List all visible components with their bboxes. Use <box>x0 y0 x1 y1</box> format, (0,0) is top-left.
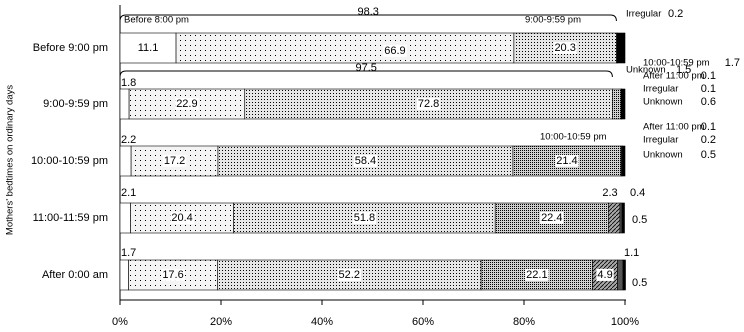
series-name: Irregular <box>626 9 661 20</box>
bracket-label: 98.3 <box>357 6 378 18</box>
value-label: 1.7 <box>121 247 136 259</box>
bar-segment <box>119 259 129 291</box>
value-label: 22.4 <box>541 212 562 224</box>
series-name: Irregular <box>643 84 678 95</box>
value-label: 0.1 <box>701 70 716 82</box>
category-label: 11:00-11:59 pm <box>33 212 108 224</box>
value-label: 0.1 <box>701 83 716 95</box>
value-label: 66.9 <box>384 45 405 57</box>
bar-segment <box>617 32 626 64</box>
value-label: 51.8 <box>354 212 375 224</box>
category-label: 9:00-9:59 pm <box>43 98 108 110</box>
label-bg <box>175 97 199 110</box>
value-label: 17.6 <box>162 269 183 281</box>
series-name: 9:00-9:59 pm <box>525 15 581 26</box>
value-label: 0.6 <box>701 96 716 108</box>
label-bg <box>555 154 579 167</box>
series-name: 10:00-10:59 pm <box>540 132 607 143</box>
value-label: 0.2 <box>701 134 716 146</box>
bar-segment <box>622 259 626 291</box>
series-name: Irregular <box>643 135 678 146</box>
bar-segment <box>621 202 625 234</box>
value-label: 4.9 <box>597 269 612 281</box>
label-bg <box>170 211 194 224</box>
label-bg <box>596 268 614 281</box>
label-bg <box>337 268 361 281</box>
bar-segment <box>621 88 626 120</box>
value-label: 1.5 <box>676 64 691 76</box>
label-bg <box>553 41 577 54</box>
label-bg <box>136 41 160 54</box>
value-label: 0.2 <box>668 8 683 20</box>
value-label: 22.1 <box>526 269 547 281</box>
category-label: Before 9:00 pm <box>33 42 108 54</box>
bar-segment <box>244 88 613 120</box>
bar-segment <box>622 145 626 177</box>
label-bg <box>353 154 378 167</box>
category-label: 10:00-10:59 pm <box>31 155 108 167</box>
value-label: 2.1 <box>121 187 136 199</box>
bar-segment <box>119 88 130 120</box>
series-name: Unknown <box>643 150 683 161</box>
bar-segment <box>612 88 622 120</box>
series-name: 10:00-10:59 pm <box>643 58 710 69</box>
value-label: 2.2 <box>121 134 136 146</box>
value-label: 20.3 <box>554 42 575 54</box>
label-bg <box>352 211 377 224</box>
label-bg <box>383 44 407 57</box>
bar-segment <box>619 202 623 234</box>
series-name: Unknown <box>626 65 666 76</box>
value-label: 1.7 <box>725 57 740 69</box>
x-tick-label: 40% <box>311 316 333 328</box>
value-label: 22.9 <box>176 98 197 110</box>
label-bg <box>540 211 564 224</box>
series-name: Before 8:00 pm <box>124 15 189 26</box>
bar-segment <box>175 32 515 64</box>
value-label: 20.4 <box>171 212 192 224</box>
label-bg <box>525 268 549 281</box>
x-tick-label: 80% <box>513 316 535 328</box>
series-name: After 11:00 pm <box>643 71 705 82</box>
y-axis-label: Mothers' bedtimes on ordinary days <box>5 85 16 235</box>
bracket <box>119 14 617 22</box>
series-name: After 11:00 pm <box>643 122 705 133</box>
series-name: Unknown <box>643 97 683 108</box>
value-label: 0.1 <box>701 121 716 133</box>
category-label: After 0:00 am <box>42 269 108 281</box>
value-label: 58.4 <box>355 155 376 167</box>
bar-segment <box>617 259 624 291</box>
bar-segment <box>119 202 131 234</box>
label-bg <box>162 154 187 167</box>
label-bg <box>416 97 441 110</box>
bar-segment <box>608 202 621 234</box>
value-label: 17.2 <box>164 155 185 167</box>
value-label: 0.4 <box>630 187 645 199</box>
x-tick-label: 20% <box>210 316 232 328</box>
bracket-label: 97.5 <box>355 62 376 74</box>
value-label: 0.5 <box>701 149 716 161</box>
value-label: 72.8 <box>418 98 439 110</box>
x-tick-label: 0% <box>112 316 128 328</box>
bar-segment <box>119 145 132 177</box>
bracket <box>119 70 613 78</box>
bar-segment <box>130 202 234 234</box>
value-label: 21.4 <box>556 155 577 167</box>
value-label: 1.8 <box>121 77 136 89</box>
x-tick-label: 60% <box>412 316 434 328</box>
value-label: 0.5 <box>632 214 647 226</box>
value-label: 0.5 <box>632 277 647 289</box>
value-label: 11.1 <box>138 42 159 54</box>
value-label: 1.1 <box>624 247 639 259</box>
value-label: 52.2 <box>339 269 360 281</box>
x-tick-label: 100% <box>611 316 639 328</box>
value-label: 2.3 <box>602 187 617 199</box>
label-bg <box>161 268 185 281</box>
